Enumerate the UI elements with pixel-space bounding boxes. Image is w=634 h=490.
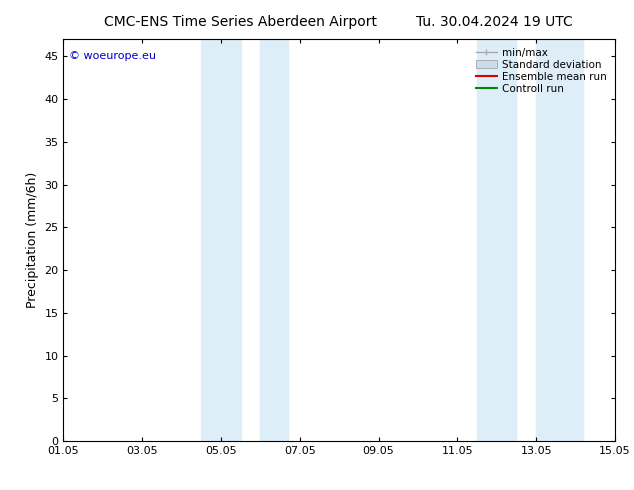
Y-axis label: Precipitation (mm/6h): Precipitation (mm/6h) [26, 172, 39, 308]
Text: Tu. 30.04.2024 19 UTC: Tu. 30.04.2024 19 UTC [416, 15, 573, 29]
Bar [202, 39, 241, 441]
Bar [477, 39, 517, 441]
Text: © woeurope.eu: © woeurope.eu [69, 51, 156, 61]
Text: CMC-ENS Time Series Aberdeen Airport: CMC-ENS Time Series Aberdeen Airport [105, 15, 377, 29]
Bar [261, 39, 288, 441]
Legend: min/max, Standard deviation, Ensemble mean run, Controll run: min/max, Standard deviation, Ensemble me… [473, 45, 610, 97]
Bar [536, 39, 583, 441]
